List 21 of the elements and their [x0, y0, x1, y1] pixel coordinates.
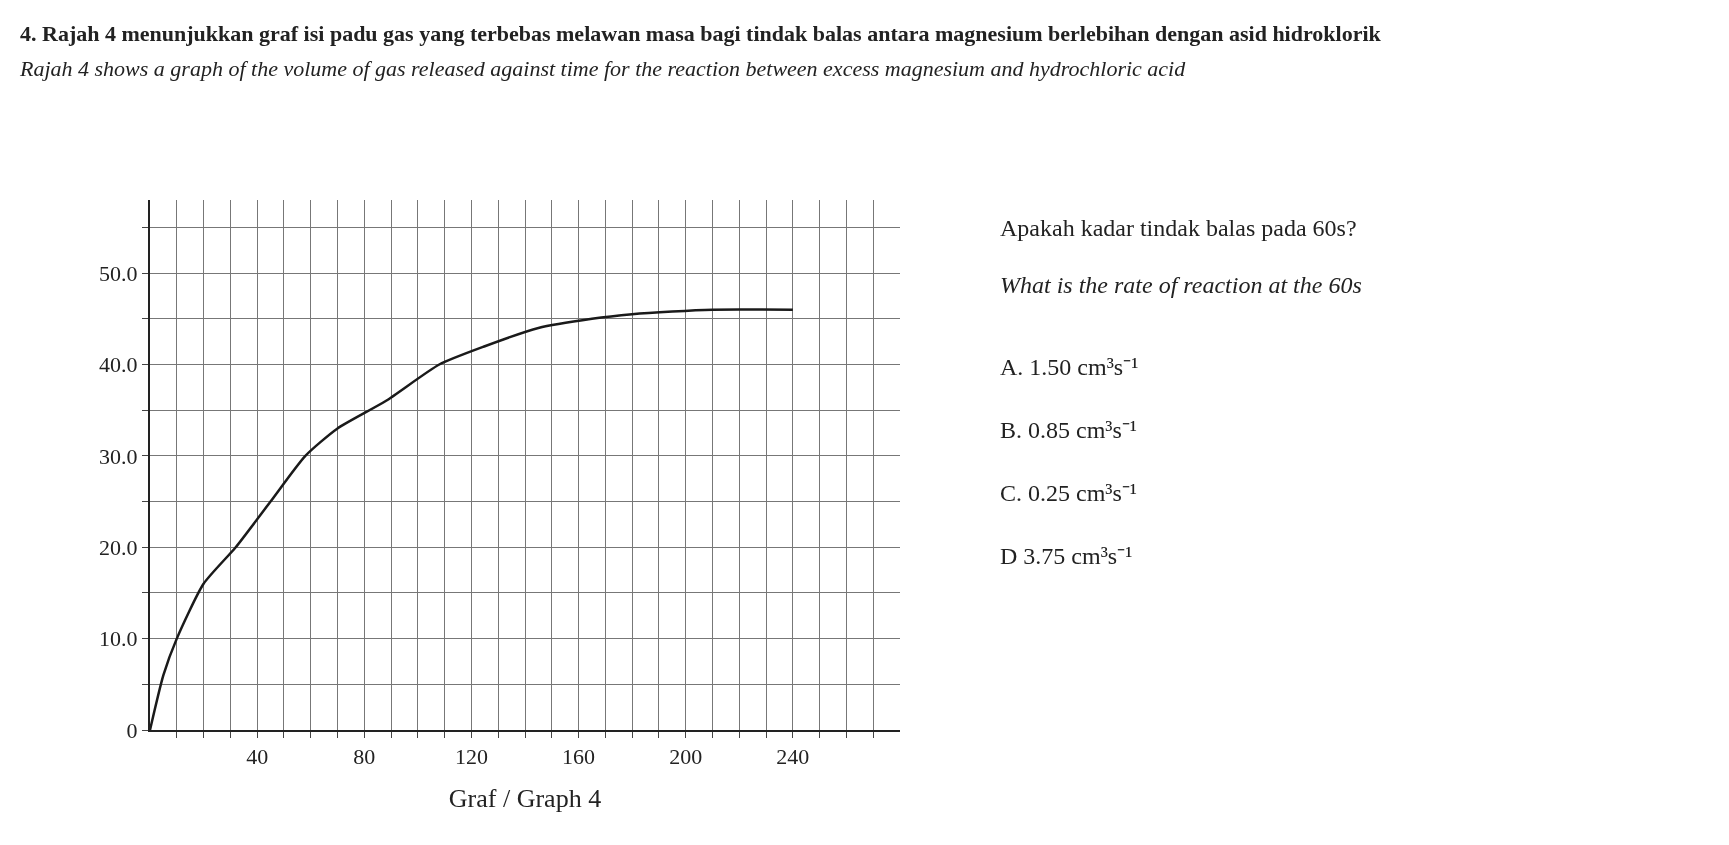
text: What is the rate of reaction at the 60s — [1000, 272, 1363, 299]
text: C. 0.25 cm³s⁻¹ — [1000, 479, 1139, 508]
text: Apakah kadar tindak balas pada 60s? — [1000, 215, 1358, 242]
text: D 3.75 cm³s⁻¹ — [1000, 542, 1134, 571]
x-tick-label: 80 — [353, 744, 376, 770]
x-tick-label: 120 — [454, 744, 488, 770]
y-tick-label: 0 — [126, 717, 138, 743]
x-axis-title: Graf / Graph 4 — [448, 783, 602, 813]
text: B. 0.85 cm³s⁻¹ — [1000, 416, 1139, 445]
x-tick-label: 40 — [246, 744, 269, 770]
x-tick-label: 240 — [776, 744, 810, 770]
chart-title: 4. Rajah 4 menunjukkan graf isi padu gas yang terbebas melawan masa bagi tindak balas antara magnesium berlebihan dengan asid hidroklorik — [20, 20, 1382, 48]
y-tick-label: 50.0 — [99, 260, 138, 286]
x-tick-label: 160 — [562, 744, 596, 770]
y-tick-label: 30.0 — [99, 443, 138, 469]
text: A. 1.50 cm³s⁻¹ — [1000, 353, 1140, 382]
chart-subtitle: Rajah 4 shows a graph of the volume of gas released against time for the reaction between excess magnesium and hydrochloric acid — [20, 54, 1187, 83]
y-tick-label: 40.0 — [99, 352, 138, 378]
y-tick-label: 20.0 — [99, 534, 138, 560]
x-tick-label: 200 — [669, 744, 703, 770]
y-tick-label: 10.0 — [99, 626, 138, 652]
